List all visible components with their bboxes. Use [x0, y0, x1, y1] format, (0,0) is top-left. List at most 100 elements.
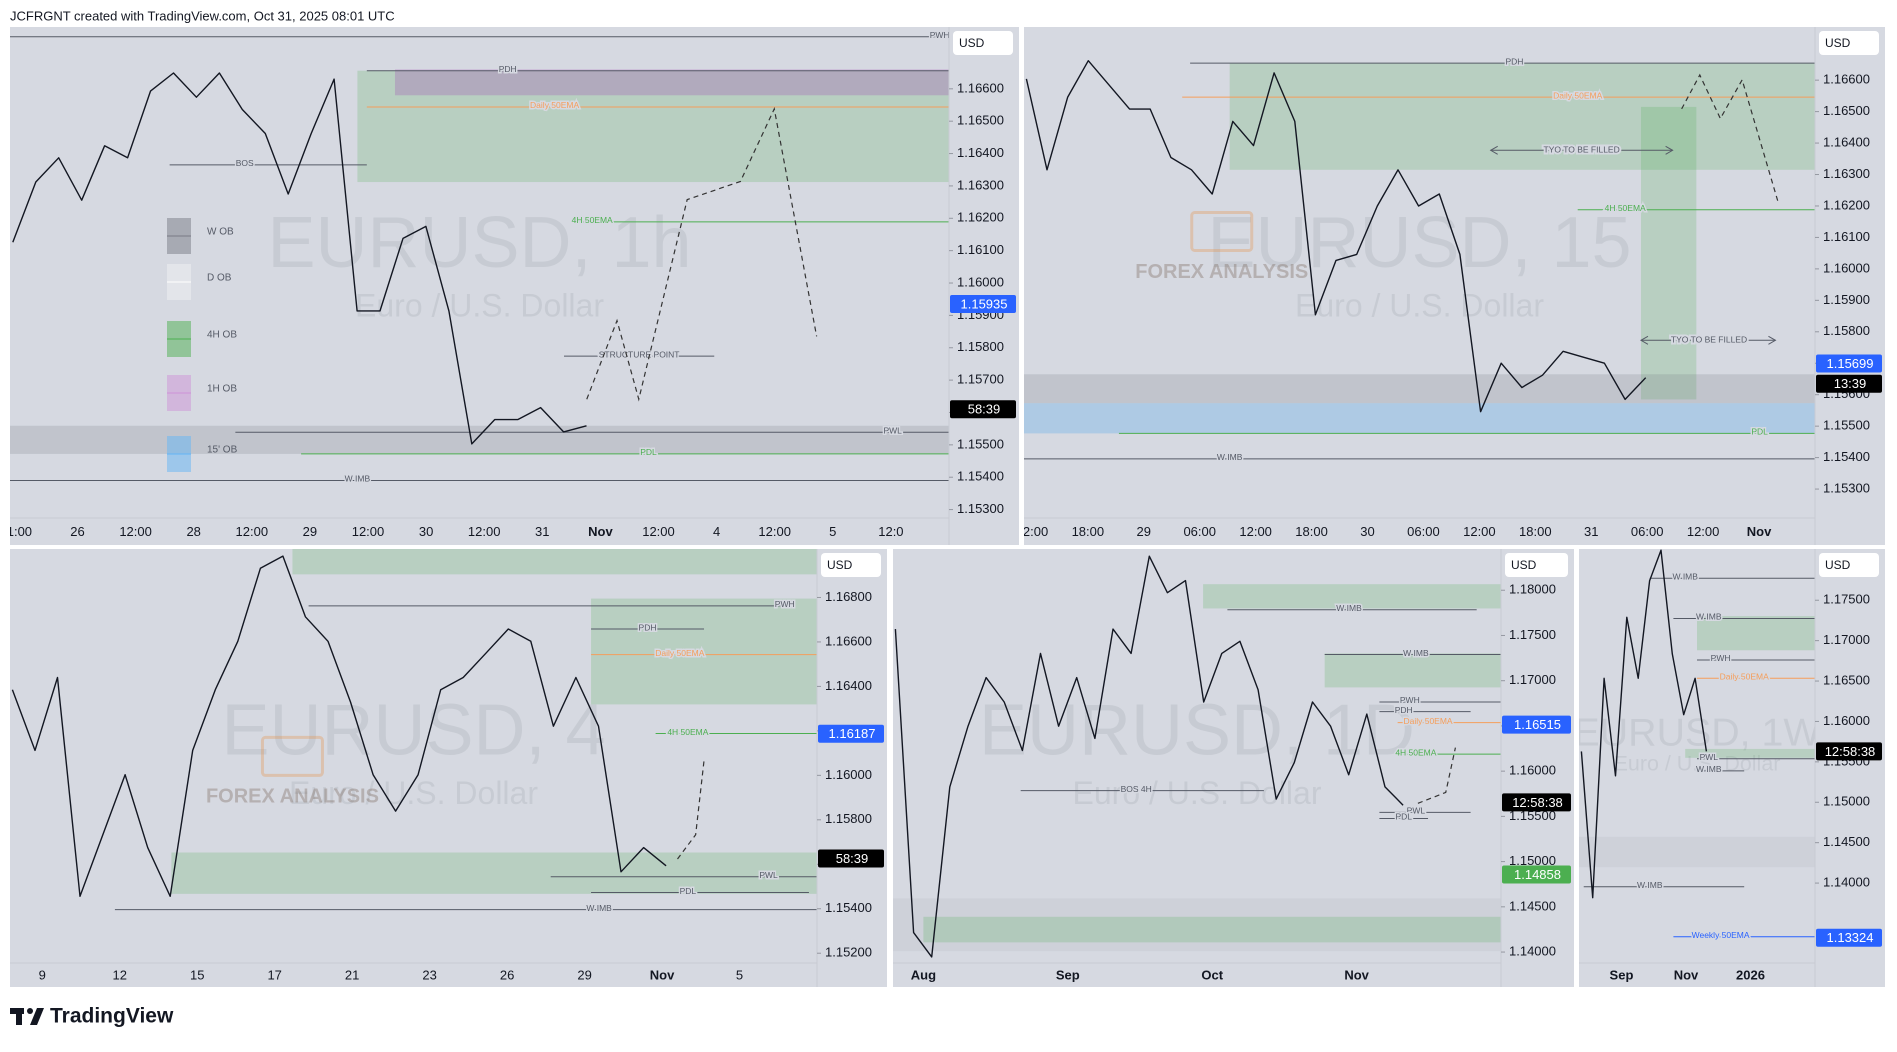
plot-area: EURUSD, 1h Euro / U.S. Dollar PWH PDH Daily …	[10, 28, 950, 485]
y-tick-label: 1.15000	[1823, 794, 1870, 809]
x-tick-label: 12:00	[758, 524, 791, 539]
price-tag-label: 1.13324	[1827, 930, 1874, 945]
level-label: W IMB	[1672, 572, 1698, 582]
x-tick-label: 12:00	[642, 524, 675, 539]
price-tag	[950, 400, 1016, 419]
logo-part	[27, 1008, 33, 1014]
watermark-title: EURUSD, 1D	[979, 690, 1415, 770]
x-tick-label: 06:00	[1183, 524, 1216, 539]
level-label: W IMB	[1696, 764, 1722, 774]
level-label: W IMB	[1637, 880, 1663, 890]
y-tick-label: 1.15500	[1509, 808, 1556, 823]
x-tick-label: Nov	[650, 967, 675, 982]
watermark-subtitle: Euro / U.S. Dollar	[1073, 775, 1322, 811]
currency-button[interactable]	[1819, 553, 1879, 577]
level-label: Weekly 50EMA	[1692, 930, 1750, 940]
order-block-zone	[292, 549, 817, 575]
order-block-zone	[171, 852, 817, 894]
y-tick-label: 1.15500	[957, 436, 1004, 451]
y-tick-label: 1.15200	[825, 945, 872, 960]
level-label: W IMB	[586, 903, 612, 913]
x-tick-label: 06:00	[1631, 524, 1664, 539]
level-label: W IMB	[1217, 452, 1243, 462]
legend-label: D OB	[207, 273, 232, 284]
y-tick-label: 1.16300	[957, 177, 1004, 192]
order-block-zone	[923, 916, 1501, 943]
chart-panel: EURUSD, 15 Euro / U.S. Dollar FOREX ANALYS…	[1016, 27, 1885, 545]
level-label: PWH	[1711, 653, 1731, 663]
y-tick-label: 1.15800	[825, 811, 872, 826]
price-line	[1580, 549, 1708, 899]
price-tag	[1502, 865, 1571, 884]
y-tick-label: 1.16300	[1823, 166, 1870, 181]
level-label: PDH	[1505, 56, 1523, 66]
y-tick-label: 1.15300	[957, 501, 1004, 516]
x-tick-label: 29	[303, 524, 317, 539]
x-tick-label: 18:00	[1072, 524, 1105, 539]
level-label: PWH	[930, 30, 950, 40]
x-tick-label: Nov	[1344, 967, 1369, 982]
level-label: PDL	[680, 886, 697, 896]
price-tag-label: 1.15935	[961, 296, 1008, 311]
x-tick-label: 30	[1360, 524, 1374, 539]
x-tick-label: 17	[267, 967, 281, 982]
y-tick-label: 1.14500	[1823, 834, 1870, 849]
price-tag	[1816, 742, 1882, 761]
y-tick-label: 1.17500	[1823, 592, 1870, 607]
y-tick-label: 1.15300	[1823, 480, 1870, 495]
level-label: W IMB	[345, 474, 371, 484]
annotation-label: TYO TO BE FILLED	[1671, 335, 1747, 345]
level-label: Daily 50EMA	[530, 100, 579, 110]
watermark-title: EURUSD, 4	[221, 690, 605, 770]
level-label: W IMB	[1336, 603, 1362, 613]
x-tick-label: 26	[500, 967, 514, 982]
level-label: PWL	[883, 425, 902, 435]
order-block-zone	[1024, 403, 1815, 434]
x-tick-label: 12:00	[1463, 524, 1496, 539]
order-block-zone	[357, 70, 949, 183]
y-tick-label: 1.16500	[1823, 103, 1870, 118]
order-block-zone	[1024, 374, 1815, 404]
order-block-zone	[1640, 106, 1697, 400]
y-tick-label: 1.16600	[957, 80, 1004, 95]
watermark-subtitle: Euro / U.S. Dollar	[1614, 751, 1781, 775]
y-tick-label: 1.15900	[1823, 292, 1870, 307]
y-tick-label: 1.16100	[1823, 229, 1870, 244]
price-tag-label: 58:39	[968, 402, 1001, 417]
x-tick-label: 31	[1584, 524, 1598, 539]
y-tick-label: 1.16500	[1823, 672, 1870, 687]
currency-button[interactable]	[1819, 31, 1879, 55]
level-label: PDH	[1395, 705, 1413, 715]
x-tick-label: 29	[577, 967, 591, 982]
level-label: 4H 50EMA	[572, 215, 613, 225]
logo-text: FOREX ANALYSIS	[206, 786, 379, 808]
legend-label: 4H OB	[207, 330, 237, 341]
level-label: Daily 50EMA	[1403, 716, 1452, 726]
y-tick-label: 1.16600	[825, 633, 872, 648]
y-tick-label: 1.16400	[825, 678, 872, 693]
plot-area: EURUSD, 15 Euro / U.S. Dollar FOREX ANALYS…	[1024, 55, 1815, 464]
level-label: PDH	[499, 64, 517, 74]
currency-button[interactable]	[953, 31, 1013, 55]
price-tag	[818, 849, 884, 868]
y-tick-label: 1.16000	[1823, 260, 1870, 275]
arrow-head	[1639, 335, 1777, 345]
x-tick-label: 2026	[1736, 967, 1765, 982]
level-label: Daily 50EMA	[655, 648, 704, 658]
x-tick-label: 12:00	[1016, 524, 1049, 539]
order-block-zone	[10, 425, 949, 454]
x-tick-label: 30	[419, 524, 433, 539]
x-tick-label: Sep	[1610, 967, 1634, 982]
order-block-zone	[1229, 63, 1815, 170]
price-tag-label: 1.16187	[829, 726, 876, 741]
currency-button[interactable]	[821, 553, 881, 577]
price-tag-label: 1.16515	[1514, 717, 1561, 732]
y-tick-label: 1.15800	[1823, 323, 1870, 338]
footer-brand: TradingView	[50, 1005, 174, 1028]
currency-button[interactable]	[1505, 553, 1568, 577]
level-label: PWL	[1407, 806, 1426, 816]
order-block-zone	[394, 69, 949, 96]
